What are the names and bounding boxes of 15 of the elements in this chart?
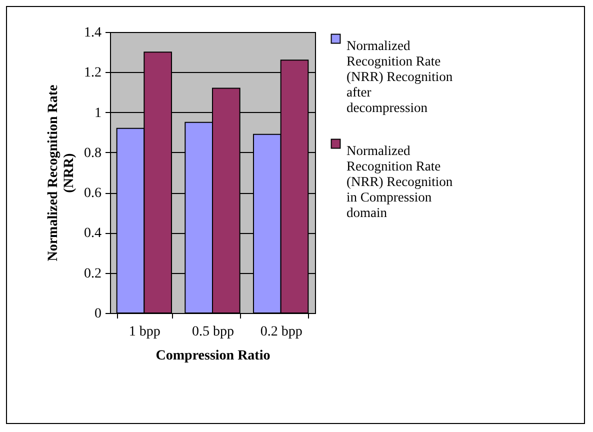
y-tick-label: 0.4 [84, 226, 102, 242]
x-tick-label: 0.2 bpp [260, 324, 302, 340]
legend-label: Normalized Recognition Rate (NRR) Recognition in Compression domain [346, 142, 453, 220]
y-tick-label: 0.6 [84, 186, 102, 202]
y-tick-label: 1.2 [84, 66, 102, 81]
y-tick-label: 0.2 [84, 266, 102, 282]
y-tick-label: 1.4 [84, 26, 102, 40]
x-tick-label: 0.5 bpp [192, 324, 234, 340]
y-axis-title: Normalized Recognition Rate (NRR) [46, 84, 77, 262]
legend-label: Normalized Recognition Rate (NRR) Recognition after decompression [346, 38, 453, 115]
y-tick-label: 0 [94, 306, 102, 322]
x-tick-label: 1 bpp [128, 324, 160, 340]
x-axis-title: Compression Ratio [156, 348, 270, 364]
y-tick-label: 1 [94, 106, 102, 121]
y-tick-label: 0.8 [84, 146, 102, 161]
